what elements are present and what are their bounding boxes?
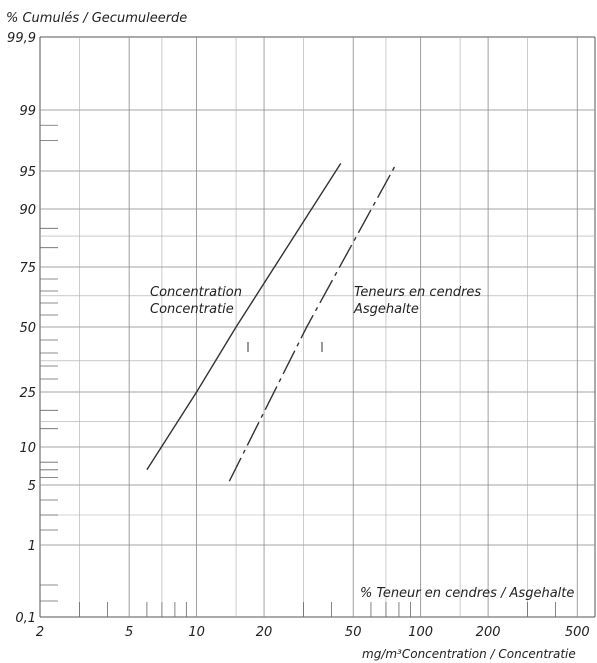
y-axis-label: % Cumulés / Gecumuleerde (6, 11, 187, 26)
y-tick-label: 95 (19, 165, 36, 180)
series-label-2-line2: Asgehalte (353, 302, 419, 317)
y-tick-label: 99,9 (7, 31, 36, 46)
y-tick-label: 50 (19, 321, 36, 336)
x-tick-label: 100 (408, 625, 433, 640)
y-tick-label: 10 (19, 441, 36, 456)
series-line-1 (146, 162, 342, 471)
y-tick-labels: 0,1 1 5 10 25 50 75 90 95 99 99,9 (7, 31, 36, 626)
series-label-1-line2: Concentratie (150, 302, 234, 317)
x-tick-labels: 2 5 10 20 50 100 200 500 (36, 625, 590, 640)
series-label-2-line1: Teneurs en cendres (354, 285, 481, 300)
y-tick-label: 1 (28, 539, 36, 554)
grid (39, 36, 596, 618)
x-tick-label: 5 (125, 625, 133, 640)
x-axis-label-top: % Teneur en cendres / Asgehalte (360, 586, 574, 601)
x-tick-label: 50 (345, 625, 362, 640)
minor-ticks (40, 124, 556, 617)
y-tick-label: 25 (19, 386, 36, 401)
series: Concentration Concentratie Teneurs en cend… (146, 162, 481, 482)
series-label-1-line1: Concentration (150, 285, 242, 300)
y-tick-label: 90 (19, 203, 36, 218)
x-tick-label: 2 (36, 625, 44, 640)
y-tick-label: 5 (28, 479, 36, 494)
y-tick-label: 75 (19, 261, 36, 276)
x-tick-label: 20 (256, 625, 273, 640)
y-tick-label: 0,1 (15, 611, 36, 626)
y-tick-label: 99 (19, 104, 36, 119)
x-axis-label-bottom: mg/m³Concentration / Concentratie (362, 647, 576, 661)
x-tick-label: 10 (188, 625, 205, 640)
x-tick-label: 500 (565, 625, 590, 640)
series-line-2 (228, 163, 398, 482)
x-tick-label: 200 (476, 625, 501, 640)
